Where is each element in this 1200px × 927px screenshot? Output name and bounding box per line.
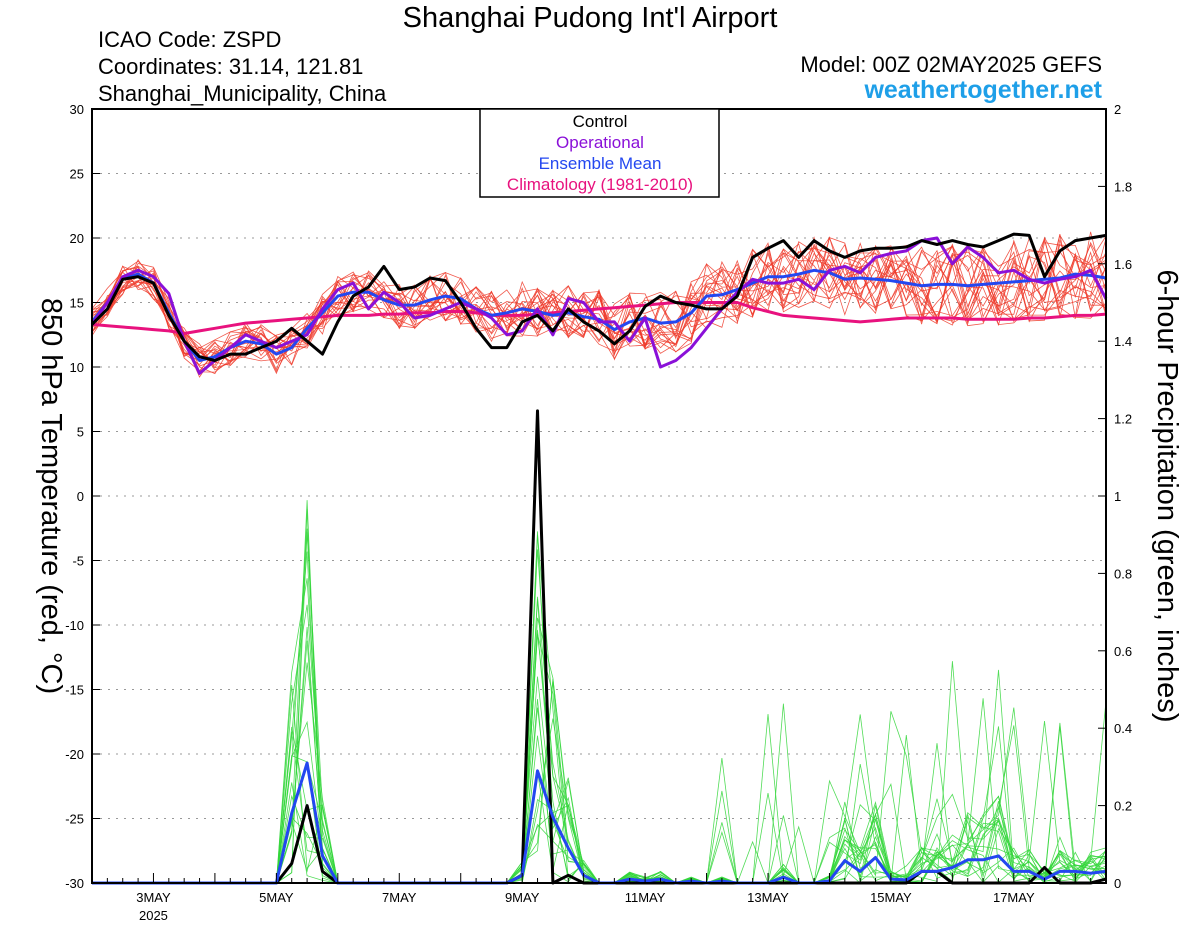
left-tick-label: 15 [70,296,84,311]
legend-box [479,108,720,198]
right-tick-label: 1.6 [1114,257,1132,272]
right-axis-title: 6-hour Precipitation (green, inches) [1151,270,1183,723]
temp-member-line [91,237,1107,373]
precip-member-line [92,549,1107,884]
right-tick-label: 1.4 [1114,334,1132,349]
left-tick-label: -30 [65,876,84,891]
right-tick-label: 0.4 [1114,721,1132,736]
x-tick-label: 11MAY [625,890,666,905]
x-tick-label: 15MAY [870,890,912,905]
left-tick-label: -25 [65,812,84,827]
precip-member-line [92,532,1107,884]
legend-entry: Control [573,112,628,131]
temp-member-line [91,236,1107,366]
climatology-temp-line [91,301,1107,335]
x-tick-label: 9MAY [505,890,540,905]
right-tick-label: 2 [1114,102,1121,117]
temp-member-line [91,243,1107,366]
ensemble-mean-temp-line [90,268,1107,362]
model-run: Model: 00Z 02MAY2025 GEFS [800,52,1102,77]
temp-member-line [91,246,1107,367]
x-tick-label: 3MAY [136,890,171,905]
location: Shanghai_Municipality, China [98,81,387,106]
right-tick-label: 1.2 [1114,412,1132,427]
x-tick-label: 17MAY [993,890,1035,905]
precip-member-line [92,596,1107,884]
precip-member-line [92,534,1107,884]
precip-member-line [92,528,1107,884]
x-tick-label: 5MAY [259,890,294,905]
precip-member-line [92,578,1107,884]
left-tick-label: 30 [70,102,84,117]
x-tick-label: 13MAY [747,890,789,905]
left-tick-label: 10 [70,360,84,375]
left-axis-title: 850 hPa Temperature (red, °C) [35,298,67,694]
precip-member-line [92,598,1107,884]
left-tick-label: -20 [65,747,84,762]
right-tick-label: 1.8 [1114,179,1132,194]
left-tick-label: 20 [70,231,84,246]
precip-member-line [92,509,1106,884]
legend-entry: Climatology (1981-2010) [507,175,693,194]
left-tick-label: 25 [70,167,84,182]
grid [92,173,1106,819]
right-tick-label: 0.6 [1114,644,1132,659]
chart-title: Shanghai Pudong Int'l Airport [402,2,778,34]
precip-member-line [92,662,1107,884]
left-tick-label: -10 [65,618,84,633]
temp-member-line [91,252,1107,354]
precip-member-line [92,634,1107,884]
x-tick-label: 7MAY [382,890,417,905]
site-link[interactable]: weathertogether.net [864,76,1102,104]
control-precip-line [92,409,1107,885]
precip-member-line [92,681,1107,884]
coordinates: Coordinates: 31.14, 121.81 [98,54,364,79]
left-tick-label: -5 [72,554,84,569]
precip-member-line [92,500,1107,884]
legend-entry: Ensemble Mean [539,154,662,173]
left-tick-label: 0 [77,489,84,504]
temp-member-line [91,231,1107,371]
legend-entry: Operational [556,133,644,152]
precip-member-line [92,617,1107,884]
x-tick-sublabel: 2025 [139,908,168,923]
right-tick-label: 0.8 [1114,566,1132,581]
operational-temp-line [90,236,1108,375]
legend: Control Operational Ensemble Mean Climatolo… [479,108,720,198]
temp-member-line [91,238,1107,369]
temp-member-line [91,248,1107,373]
right-tick-label: 1 [1114,489,1121,504]
left-tick-label: 5 [77,425,84,440]
right-tick-label: 0 [1114,876,1121,891]
right-tick-label: 0.2 [1114,799,1132,814]
left-tick-label: -15 [65,683,84,698]
control-temp-line [90,232,1107,362]
icao-code: ICAO Code: ZSPD [98,27,282,52]
